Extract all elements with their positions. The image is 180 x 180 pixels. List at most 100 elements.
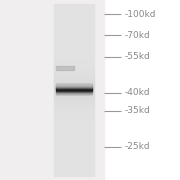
Bar	[54, 86, 94, 87]
Bar	[54, 109, 94, 110]
Bar	[54, 66, 94, 67]
Bar	[54, 78, 94, 80]
Bar	[56, 85, 92, 86]
Bar	[54, 14, 94, 15]
Bar	[54, 57, 94, 58]
Bar	[54, 60, 94, 61]
Bar	[54, 163, 94, 165]
Bar	[56, 90, 92, 91]
Text: -100kd: -100kd	[124, 10, 156, 19]
Bar	[54, 5, 94, 6]
Bar	[54, 114, 94, 116]
Bar	[54, 64, 94, 66]
Bar	[54, 53, 94, 54]
Bar	[56, 89, 92, 90]
Bar	[54, 116, 94, 117]
Bar	[54, 67, 94, 68]
Bar	[54, 175, 94, 176]
Bar	[54, 119, 94, 120]
Bar	[54, 8, 94, 9]
Bar	[54, 166, 94, 168]
Bar	[54, 12, 94, 14]
Bar	[54, 93, 94, 94]
Bar	[54, 107, 94, 109]
Bar	[54, 21, 94, 22]
Bar	[54, 129, 94, 130]
Bar	[54, 90, 94, 91]
Bar	[54, 22, 94, 24]
Bar	[54, 104, 94, 106]
Bar	[54, 149, 94, 150]
Bar	[54, 136, 94, 138]
Bar	[54, 47, 94, 48]
Bar	[54, 153, 94, 155]
Bar	[54, 15, 94, 17]
Bar	[54, 97, 94, 99]
Bar	[54, 146, 94, 148]
Bar	[0, 0, 104, 180]
Bar	[54, 100, 94, 102]
Bar	[54, 117, 94, 119]
Bar	[54, 83, 94, 84]
Bar	[54, 126, 94, 127]
Bar	[54, 140, 94, 142]
Bar	[54, 125, 94, 126]
Bar	[54, 171, 94, 172]
Bar	[54, 174, 94, 175]
Bar	[54, 143, 94, 145]
Bar	[56, 88, 92, 89]
Bar	[56, 91, 92, 92]
Bar	[54, 138, 94, 139]
Bar	[56, 86, 92, 87]
Bar	[54, 133, 94, 135]
Bar	[54, 96, 94, 97]
Bar	[54, 17, 94, 18]
Bar	[56, 84, 92, 85]
Bar	[54, 130, 94, 132]
Bar	[54, 113, 94, 114]
Bar	[54, 11, 94, 12]
Bar	[54, 19, 94, 21]
Bar	[54, 148, 94, 149]
Bar	[54, 50, 94, 51]
Bar	[54, 102, 94, 103]
Text: -55kd: -55kd	[124, 52, 150, 61]
Bar	[54, 120, 94, 122]
Bar	[54, 24, 94, 25]
Bar	[54, 55, 94, 57]
Text: -70kd: -70kd	[124, 31, 150, 40]
Bar	[54, 42, 94, 44]
Bar	[54, 54, 94, 55]
Bar	[54, 132, 94, 133]
Bar	[54, 18, 94, 19]
Bar	[54, 41, 94, 42]
Bar	[54, 161, 94, 162]
Bar	[54, 155, 94, 156]
Bar	[54, 27, 94, 28]
Bar	[54, 84, 94, 86]
Bar	[54, 73, 94, 74]
Bar	[56, 92, 92, 93]
Bar	[54, 74, 94, 76]
Bar	[54, 61, 94, 63]
Text: -25kd: -25kd	[124, 142, 150, 151]
Bar	[54, 38, 94, 40]
Bar	[54, 51, 94, 53]
Bar	[54, 152, 94, 153]
Bar	[54, 70, 94, 71]
Bar	[56, 87, 92, 88]
Bar	[54, 45, 94, 47]
Bar	[54, 158, 94, 159]
Text: -40kd: -40kd	[124, 88, 150, 97]
Bar	[54, 110, 94, 112]
Bar	[54, 169, 94, 171]
Bar	[54, 68, 94, 70]
Bar	[54, 106, 94, 107]
Text: -35kd: -35kd	[124, 106, 150, 115]
Bar	[54, 94, 94, 96]
Bar	[54, 162, 94, 163]
Bar	[54, 44, 94, 45]
Bar	[54, 37, 94, 38]
Bar	[54, 63, 94, 64]
Bar	[54, 156, 94, 158]
